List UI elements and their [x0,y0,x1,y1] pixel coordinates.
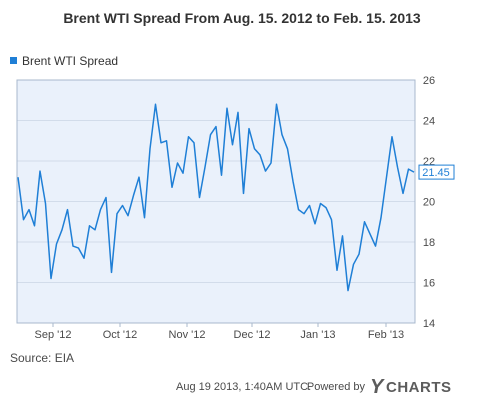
x-tick-label: Oct '12 [103,329,138,341]
y-tick-label: 18 [423,237,435,249]
x-tick-label: Nov '12 [169,329,206,341]
last-value-badge: 21.45 [418,164,455,180]
x-tick-label: Jan '13 [300,329,335,341]
ycharts-logo-wordmark: CHARTS [386,379,452,396]
x-tick-label: Feb '13 [368,329,404,341]
y-tick-label: 24 [423,116,435,128]
grid-lines [17,120,415,283]
x-axis-tick-labels: Sep '12 Oct '12 Nov '12 Dec '12 Jan '13 Feb '… [35,323,404,341]
y-tick-label: 16 [423,278,435,290]
plot-border [16,79,416,324]
powered-by-label: Powered by [307,381,366,393]
ycharts-logo: Y CHARTS [370,376,452,398]
chart-title: Brent WTI Spread From Aug. 15. 2012 to F… [63,10,421,26]
series-line-brent-wti-spread [17,103,415,292]
last-value-label: 21.45 [422,167,450,179]
y-tick-label: 26 [423,75,435,87]
legend-swatch [10,57,17,64]
source-note: Source: EIA [10,351,74,365]
x-tick-label: Sep '12 [35,329,72,341]
last-value-box [418,164,455,180]
ycharts-logo-y: Y [370,376,385,398]
y-tick-label: 14 [423,318,435,330]
y-tick-label: 20 [423,197,435,209]
x-tick-label: Dec '12 [234,329,271,341]
timestamp: Aug 19 2013, 1:40AM UTC. [176,381,311,393]
legend-label: Brent WTI Spread [22,54,118,68]
